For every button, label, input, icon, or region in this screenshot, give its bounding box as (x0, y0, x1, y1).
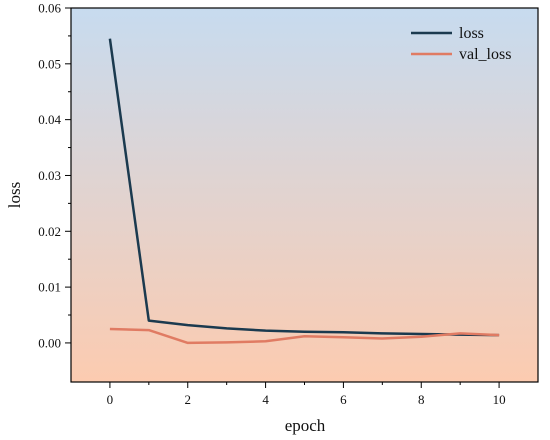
series-line-val-loss (109, 327, 500, 345)
y-tick-label: 0.00 (38, 335, 61, 350)
x-tick-label: 8 (418, 392, 425, 407)
x-tick-label: 2 (185, 392, 192, 407)
x-tick-label: 6 (340, 392, 347, 407)
series-layer (108, 38, 500, 345)
x-tick-label: 4 (262, 392, 269, 407)
legend-label-loss: loss (459, 25, 484, 42)
y-tick-label: 0.03 (38, 168, 61, 183)
series-line-loss (108, 38, 500, 337)
x-tick-label: 0 (107, 392, 114, 407)
axis-layer: 0 2 4 6 8 10 0.00 0.01 0.02 0.03 0.04 0.05 0.06 (38, 1, 539, 407)
y-tick-label: 0.01 (38, 280, 61, 295)
y-axis-title: loss (5, 182, 24, 208)
y-tick-label: 0.02 (38, 224, 61, 239)
y-tick-label: 0.04 (38, 112, 61, 127)
y-tick-label: 0.06 (38, 1, 61, 16)
legend: loss val_loss (411, 25, 511, 63)
x-axis-title: epoch (285, 416, 326, 435)
y-tick-label: 0.05 (38, 56, 61, 71)
plot-background (71, 8, 538, 382)
legend-label-val-loss: val_loss (459, 46, 511, 63)
x-tick-label: 10 (493, 392, 506, 407)
